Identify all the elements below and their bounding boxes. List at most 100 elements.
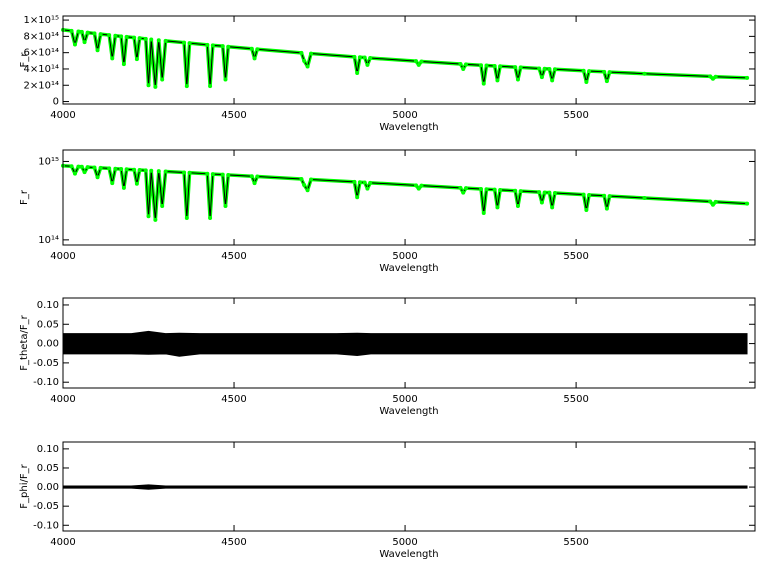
data-point bbox=[146, 83, 151, 88]
data-point bbox=[69, 28, 74, 33]
x-tick-label: 5000 bbox=[392, 251, 417, 262]
data-point bbox=[515, 204, 520, 209]
plot-frame bbox=[62, 15, 756, 105]
data-point bbox=[82, 40, 87, 45]
marker-trace bbox=[62, 28, 748, 89]
data-point bbox=[518, 189, 523, 194]
data-point bbox=[121, 185, 126, 190]
data-point bbox=[587, 69, 592, 74]
x-tick-label: 4500 bbox=[221, 537, 246, 548]
data-point bbox=[98, 165, 103, 170]
data-point bbox=[187, 41, 192, 46]
data-point bbox=[149, 37, 154, 42]
data-point bbox=[226, 172, 231, 177]
data-point bbox=[223, 77, 228, 82]
data-point bbox=[252, 56, 257, 61]
data-point bbox=[76, 29, 81, 34]
data-point bbox=[419, 183, 424, 188]
data-point bbox=[745, 201, 750, 206]
data-point bbox=[85, 165, 90, 170]
data-point bbox=[223, 204, 228, 209]
data-point bbox=[210, 43, 215, 48]
y-tick-label: 10¹⁵ bbox=[38, 156, 59, 167]
residual-band bbox=[62, 330, 748, 357]
data-point bbox=[479, 186, 484, 191]
data-point bbox=[146, 214, 151, 219]
data-point bbox=[72, 42, 77, 47]
data-point bbox=[95, 175, 100, 180]
data-point bbox=[550, 78, 555, 83]
data-point bbox=[134, 181, 139, 186]
data-point bbox=[481, 211, 486, 216]
data-point bbox=[107, 33, 112, 38]
data-point bbox=[184, 216, 189, 221]
data-point bbox=[110, 56, 115, 61]
data-point bbox=[365, 62, 370, 67]
data-point bbox=[305, 64, 310, 69]
data-point bbox=[119, 34, 124, 39]
y-tick-label: -0.10 bbox=[33, 520, 59, 531]
data-point bbox=[607, 70, 612, 75]
x-tick-label: 5000 bbox=[392, 394, 417, 405]
data-point bbox=[82, 170, 87, 175]
data-point bbox=[584, 208, 589, 213]
data-point bbox=[492, 187, 497, 192]
data-point bbox=[518, 65, 523, 70]
data-point bbox=[124, 167, 129, 172]
data-point bbox=[85, 30, 90, 35]
data-point bbox=[713, 199, 718, 204]
data-point bbox=[458, 185, 463, 190]
data-point bbox=[710, 76, 715, 81]
y-tick-label: 2×10¹⁴ bbox=[24, 80, 59, 91]
x-tick-label: 4500 bbox=[221, 251, 246, 262]
spectrum-line bbox=[62, 165, 748, 220]
data-point bbox=[539, 75, 544, 80]
plot-frame bbox=[62, 441, 756, 532]
data-point bbox=[220, 44, 225, 49]
plot-frame bbox=[62, 149, 756, 246]
data-point bbox=[547, 66, 552, 71]
x-axis-label: Wavelength bbox=[379, 122, 438, 133]
data-point bbox=[187, 170, 192, 175]
data-point bbox=[513, 65, 518, 70]
data-point bbox=[156, 38, 161, 43]
data-point bbox=[547, 190, 552, 195]
data-point bbox=[602, 193, 607, 198]
x-axis-label: Wavelength bbox=[379, 549, 438, 560]
data-point bbox=[584, 80, 589, 84]
data-point bbox=[458, 61, 463, 66]
data-point bbox=[210, 172, 215, 177]
y-tick-label: -0.05 bbox=[33, 501, 59, 512]
data-point bbox=[208, 216, 213, 221]
y-tick-label: 10¹⁴ bbox=[38, 235, 59, 246]
data-point bbox=[537, 66, 542, 71]
x-tick-label: 4000 bbox=[50, 110, 75, 121]
data-point bbox=[484, 187, 489, 192]
data-point bbox=[513, 188, 518, 193]
data-point bbox=[107, 166, 112, 171]
data-point bbox=[581, 68, 586, 73]
data-point bbox=[308, 177, 313, 182]
data-point bbox=[552, 67, 557, 72]
data-point bbox=[156, 169, 161, 174]
data-point bbox=[163, 169, 168, 174]
data-point bbox=[132, 35, 137, 40]
data-point bbox=[604, 206, 609, 211]
x-axis-label: Wavelength bbox=[379, 406, 438, 417]
x-tick-label: 4000 bbox=[50, 537, 75, 548]
data-point bbox=[352, 54, 357, 59]
y-tick-label: 0.05 bbox=[37, 463, 59, 474]
y-axis-label: F_r bbox=[19, 189, 30, 205]
data-point bbox=[642, 195, 647, 200]
data-point bbox=[132, 167, 137, 172]
data-point bbox=[113, 33, 118, 38]
data-point bbox=[713, 74, 718, 79]
y-axis-label: F_theta/F_r bbox=[19, 314, 30, 370]
data-point bbox=[134, 57, 139, 62]
data-point bbox=[160, 204, 165, 209]
y-tick-label: 4×10¹⁴ bbox=[24, 64, 59, 75]
data-point bbox=[463, 62, 468, 67]
x-tick-label: 5500 bbox=[563, 110, 588, 121]
data-point bbox=[414, 59, 419, 64]
